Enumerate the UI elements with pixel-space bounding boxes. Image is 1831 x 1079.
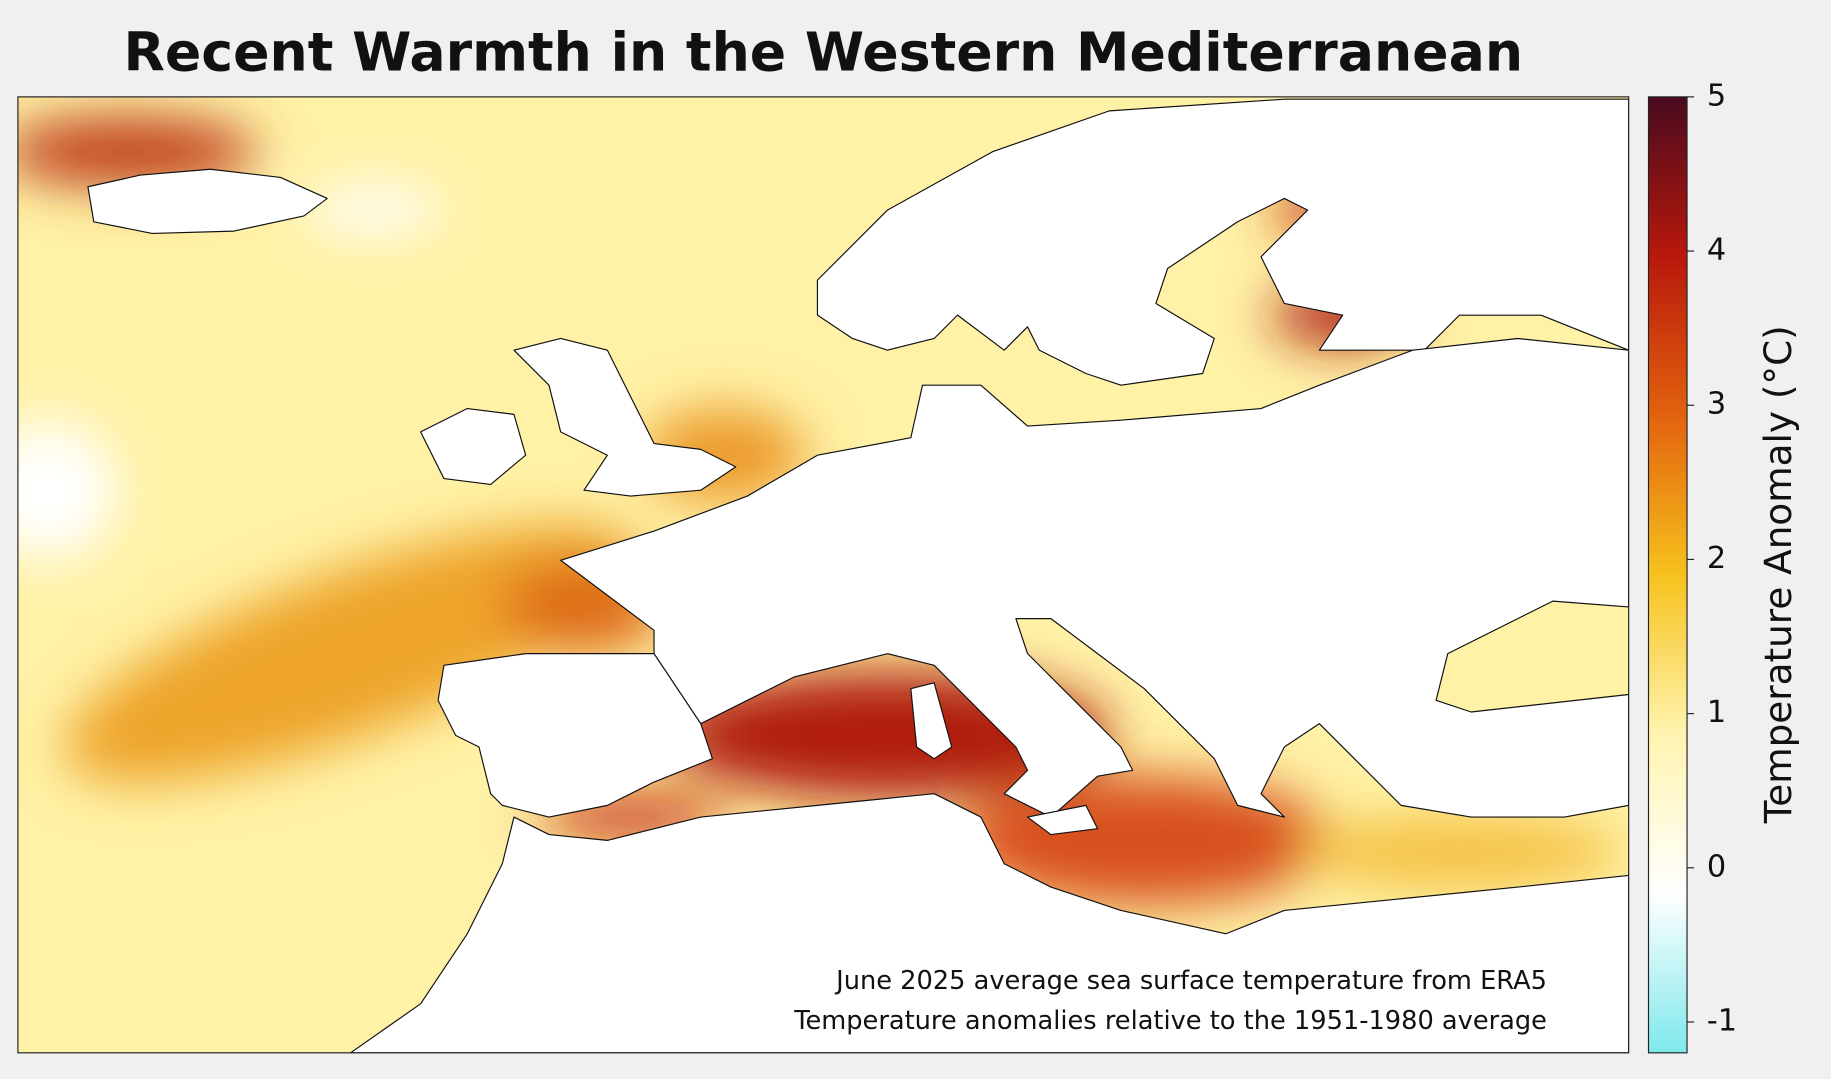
colorbar-label: Temperature Anomaly (°C) (1756, 325, 1800, 824)
colorbar-tick-label: 4 (1707, 233, 1726, 268)
map: June 2025 average sea surface temperatur… (17, 96, 1629, 1053)
annotation: Temperature anomalies relative to the 19… (793, 1006, 1547, 1036)
colorbar-tick-label: 3 (1707, 387, 1726, 422)
annotation: June 2025 average sea surface temperatur… (834, 966, 1547, 996)
map-frame (17, 96, 1630, 1054)
colorbar-tick-label: 1 (1707, 695, 1726, 730)
colorbar-tick-label: 5 (1707, 78, 1726, 113)
colorbar-tick-label: 2 (1707, 541, 1726, 576)
title: Recent Warmth in the Western Mediterrane… (124, 21, 1524, 84)
colorbar-tick-label: 0 (1707, 849, 1726, 884)
colorbar-tick-label: -1 (1707, 1003, 1737, 1038)
colorbar (1647, 96, 1688, 1054)
